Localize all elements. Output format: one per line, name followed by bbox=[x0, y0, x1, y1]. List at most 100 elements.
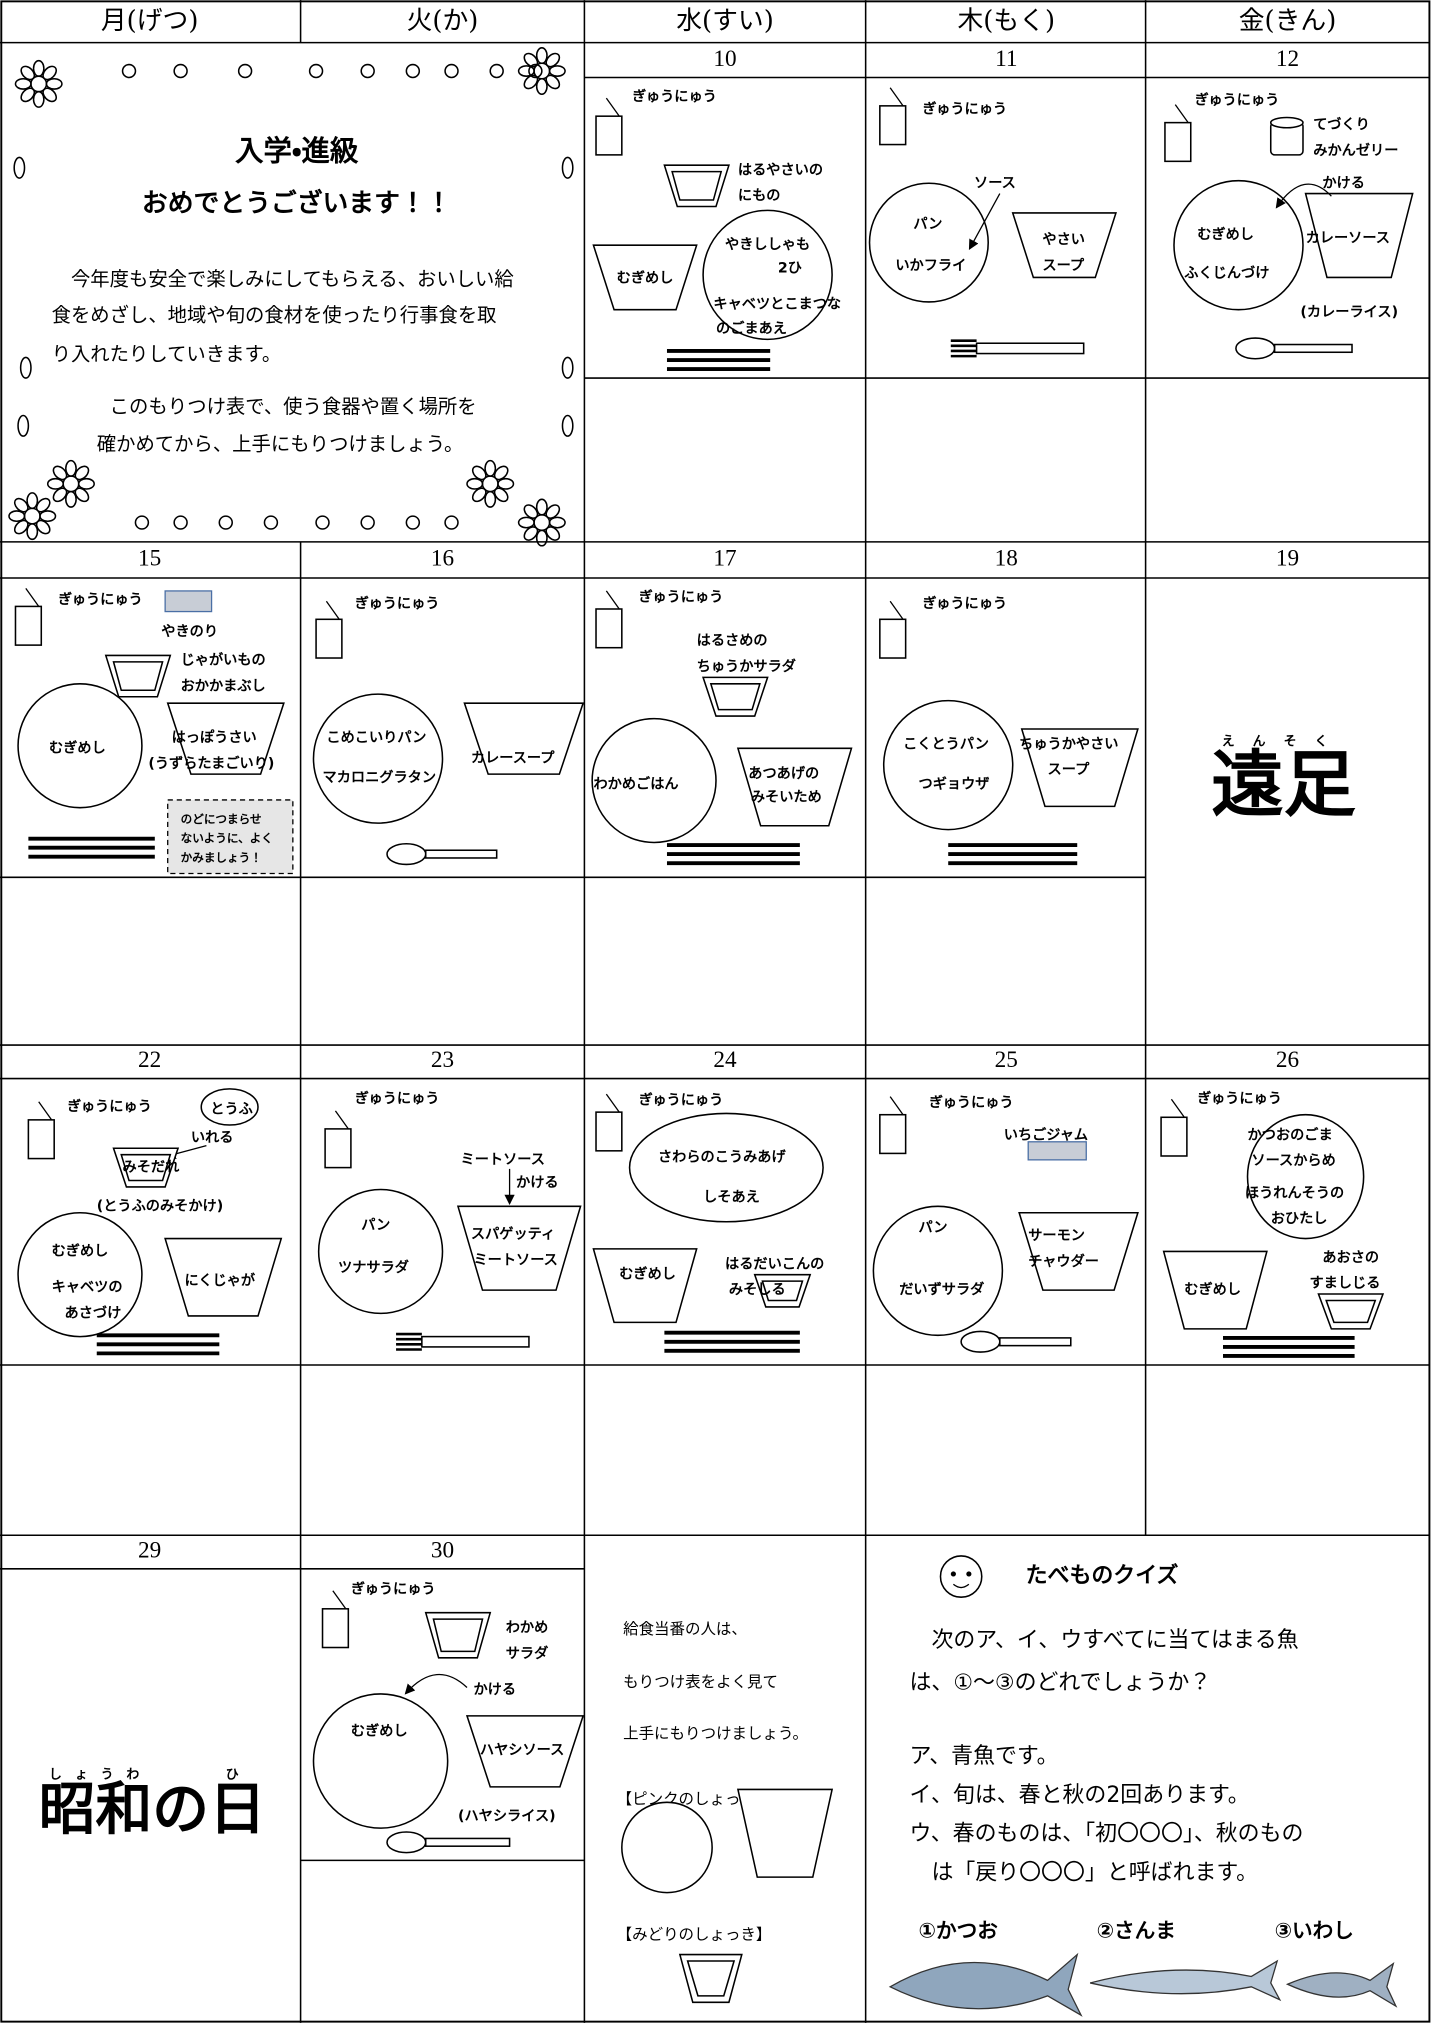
deco-petal bbox=[405, 515, 421, 530]
bowl bbox=[1018, 1211, 1139, 1291]
bowl bbox=[1011, 212, 1117, 279]
menu-item: はるやさいの bbox=[738, 162, 823, 178]
date: 26 bbox=[1276, 1047, 1299, 1073]
deco-flower-petal bbox=[493, 487, 509, 503]
menu-item: かつおのごま bbox=[1248, 1126, 1333, 1143]
plate bbox=[1173, 179, 1304, 311]
bowl bbox=[592, 1248, 698, 1324]
bowl-inner bbox=[671, 170, 723, 201]
bowl-inner bbox=[1325, 1299, 1377, 1324]
menu-item: ぎゅうにゅう bbox=[639, 588, 724, 605]
menu-item: にくじゃが bbox=[184, 1272, 255, 1289]
deco-bud bbox=[13, 156, 26, 179]
menu-item: こめこいりパン bbox=[326, 730, 426, 746]
deco-flower-petal bbox=[35, 497, 51, 513]
jelly-top bbox=[1269, 116, 1304, 129]
deco-flower-petal bbox=[535, 498, 548, 516]
date: 24 bbox=[713, 1047, 737, 1073]
spoon-head bbox=[386, 843, 427, 866]
plate bbox=[200, 1088, 259, 1126]
menu-item: ほうれんそうの bbox=[1245, 1185, 1344, 1201]
menu-item: あつあげの bbox=[748, 766, 819, 782]
welcome-line: このもりつけ表で、使う食器や置く場所を bbox=[110, 395, 477, 418]
welcome-subtitle: おめでとうございます！！ bbox=[142, 187, 452, 218]
menu-item: むぎめし bbox=[1197, 226, 1254, 243]
deco-bud bbox=[561, 156, 574, 179]
nori bbox=[1027, 1141, 1087, 1161]
milk-carton bbox=[315, 618, 343, 659]
menu-item: ぎゅうにゅう bbox=[351, 1580, 436, 1597]
bowl bbox=[1020, 728, 1139, 808]
bowl bbox=[1162, 1250, 1268, 1330]
menu-item: やきししゃも bbox=[725, 237, 810, 253]
deco-bud bbox=[17, 414, 30, 437]
quiz-choice: ①かつお bbox=[919, 1918, 999, 1942]
menu-item: ソース bbox=[974, 175, 1016, 191]
bowl bbox=[164, 1237, 283, 1317]
deco-flower-petal bbox=[13, 497, 29, 513]
deco-petal bbox=[360, 63, 375, 79]
menu-item: ぎゅうにゅう bbox=[1195, 92, 1280, 109]
deco-flower-petal bbox=[52, 487, 68, 503]
deco-flower-petal bbox=[14, 77, 32, 90]
deco-flower-petal bbox=[517, 516, 535, 529]
menu-item: みそしる bbox=[729, 1282, 786, 1298]
menu-item: こくとうパン bbox=[903, 736, 989, 752]
spoon-handle bbox=[424, 1837, 511, 1847]
deco-flower-petal bbox=[42, 65, 58, 81]
menu-item: むぎめし bbox=[351, 1722, 408, 1739]
milk-carton-flap bbox=[325, 600, 340, 620]
deco-flower-petal bbox=[65, 490, 77, 508]
deco-flower-petal bbox=[8, 510, 26, 523]
quiz-line: イ、旬は、春と秋の2回あります。 bbox=[910, 1783, 1250, 1808]
milk-carton-flap bbox=[1170, 1098, 1185, 1118]
menu-item: スープ bbox=[1048, 762, 1091, 778]
deco-flower-petal bbox=[523, 504, 539, 519]
bowl bbox=[736, 747, 853, 827]
date: 10 bbox=[713, 46, 736, 72]
green-bowl-inner bbox=[686, 1960, 736, 1997]
deco-flower-petal bbox=[535, 529, 548, 547]
menu-item: やきのり bbox=[161, 624, 218, 640]
menu-item: とうふ bbox=[210, 1102, 253, 1118]
menu-item: のどにつまらせ bbox=[181, 812, 262, 826]
deco-flower-petal bbox=[39, 510, 57, 523]
bowl bbox=[465, 1715, 585, 1788]
deco-flower-petal bbox=[548, 516, 566, 529]
menu-item: 2ひ bbox=[778, 260, 802, 276]
deco-petal bbox=[173, 515, 188, 530]
menu-item: ぎゅうにゅう bbox=[1197, 1090, 1282, 1107]
quiz-choice: ②さんま bbox=[1097, 1918, 1176, 1942]
menu-item: ひ bbox=[226, 1768, 239, 1783]
welcome-title: 入学・進級 bbox=[235, 134, 359, 167]
menu-item: パン bbox=[361, 1218, 390, 1234]
deco-flower-petal bbox=[545, 526, 561, 541]
deco-petal bbox=[134, 515, 150, 530]
deco-flower-petal bbox=[517, 65, 535, 77]
deco-flower-petal bbox=[13, 519, 29, 535]
bowl-inner bbox=[761, 1280, 804, 1302]
deco-flower-petal bbox=[32, 59, 45, 77]
menu-item: スパゲッティ bbox=[471, 1226, 555, 1243]
menu-item: パン bbox=[913, 217, 942, 233]
weekday-header: 木(もく) bbox=[958, 6, 1056, 36]
deco-petal bbox=[405, 63, 421, 79]
plate bbox=[317, 1188, 444, 1315]
deco-flower-petal bbox=[45, 77, 63, 90]
menu-item: ぎゅうにゅう bbox=[639, 1092, 724, 1109]
deco-flower-petal bbox=[471, 487, 487, 503]
menu-item: さわらのこうみあげ bbox=[658, 1149, 787, 1165]
deco-flower-petal bbox=[535, 47, 548, 65]
date: 11 bbox=[995, 46, 1017, 72]
menu-item: ないように、よく bbox=[181, 831, 273, 845]
plate bbox=[17, 1211, 143, 1338]
deco-petal bbox=[444, 63, 459, 79]
menu-item: すましじる bbox=[1309, 1276, 1380, 1292]
deco-petal bbox=[528, 63, 543, 79]
deco-flower-petal bbox=[46, 477, 64, 490]
deco-flower-petal bbox=[493, 465, 509, 481]
deco-petal bbox=[308, 63, 324, 79]
spoon-handle bbox=[424, 849, 498, 859]
